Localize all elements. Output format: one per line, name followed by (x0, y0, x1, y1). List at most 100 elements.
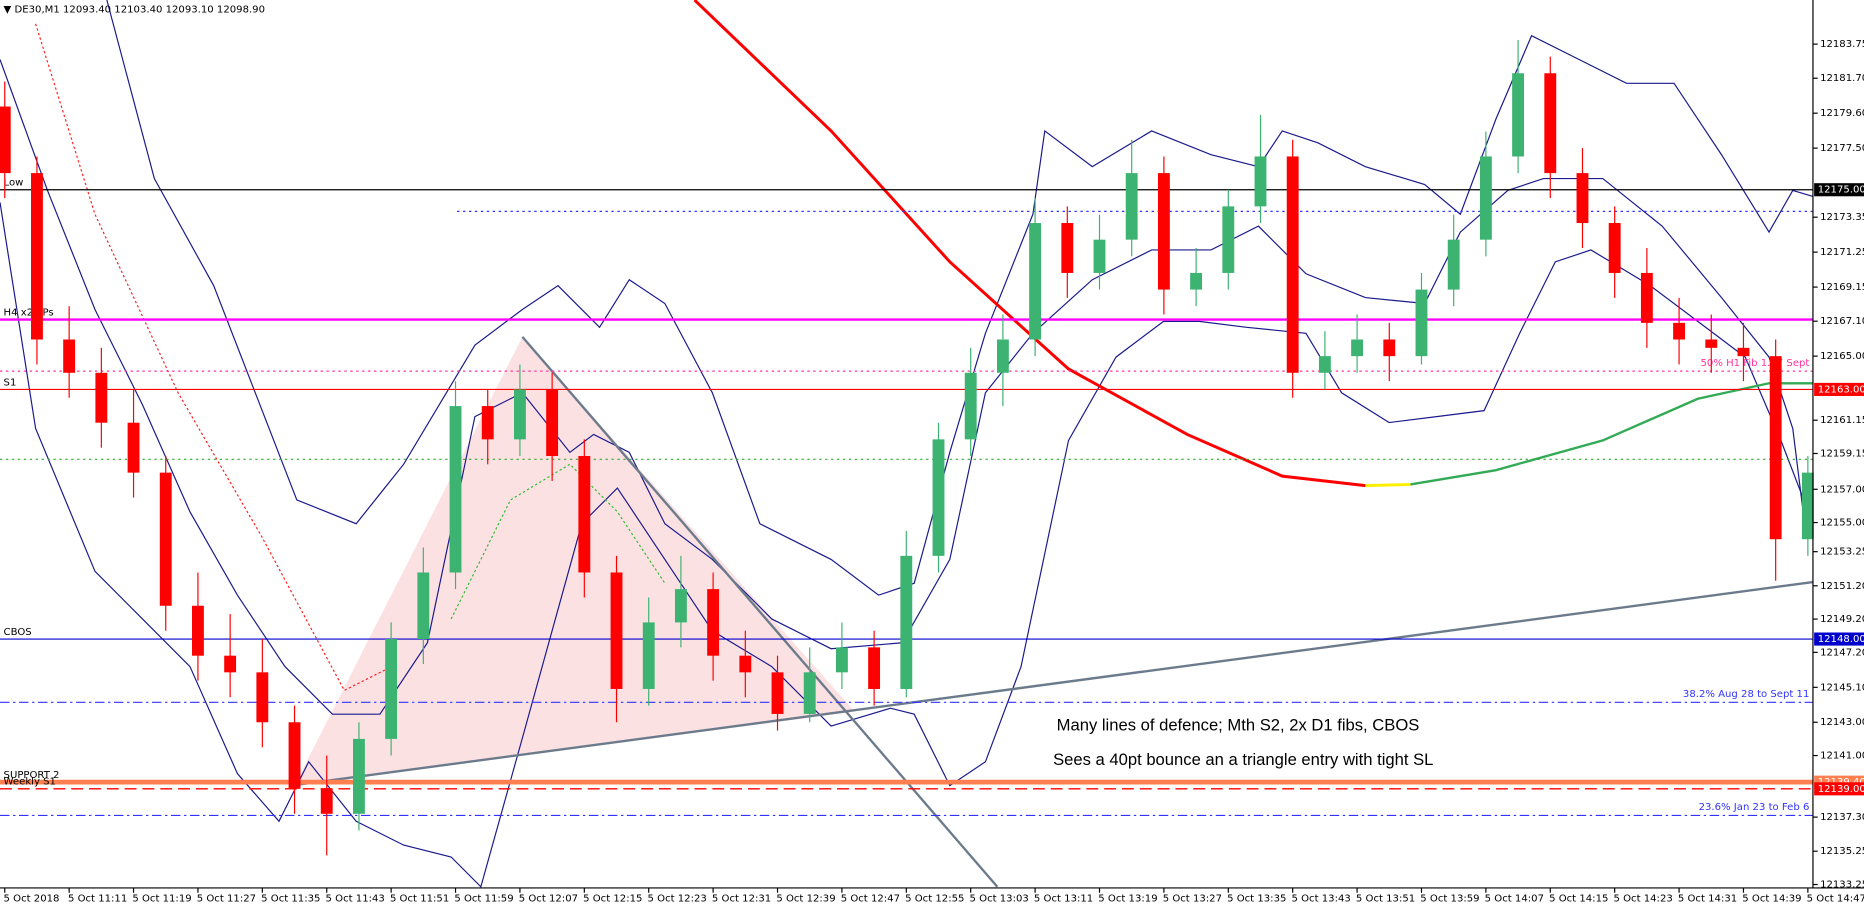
x-tick-label: 5 Oct 14:15 (1549, 894, 1608, 905)
candle-body (1544, 73, 1557, 174)
candle-body (1673, 322, 1686, 340)
x-tick-label: 5 Oct 13:59 (1420, 894, 1479, 905)
candle-body (1254, 156, 1267, 207)
candle-body (224, 655, 237, 673)
price-marker (1814, 632, 1864, 646)
annotation: Many lines of defence; Mth S2, 2x D1 fib… (1057, 715, 1420, 734)
level-label: S1 (4, 377, 17, 388)
candle-body (1415, 289, 1428, 357)
x-tick-label: 5 Oct 11:27 (197, 894, 256, 905)
x-tick-label: 5 Oct 11:59 (454, 894, 513, 905)
candle-body (835, 647, 848, 673)
triangle-zone (294, 336, 855, 786)
y-tick-label: 12183.75 (1820, 39, 1864, 50)
y-tick-label: 12167.10 (1820, 316, 1864, 327)
x-tick-label: 5 Oct 14:39 (1742, 894, 1801, 905)
x-tick-label: 5 Oct 13:35 (1227, 894, 1286, 905)
price-marker (1814, 782, 1864, 796)
y-tick-label: 12165.00 (1820, 351, 1864, 362)
price-marker-label: 12175.00 (1818, 185, 1864, 196)
candle-body (900, 555, 913, 689)
ma-red (693, 0, 1366, 488)
y-tick-label: 12147.20 (1820, 647, 1864, 658)
candle-body (1125, 173, 1138, 240)
x-tick-label: 5 Oct 13:19 (1098, 894, 1157, 905)
x-tick-label: 5 Oct 12:47 (841, 894, 900, 905)
level-label: 23.6% Jan 23 to Feb 6 (1699, 802, 1810, 813)
candle-body (1705, 339, 1718, 348)
candle-body (449, 406, 462, 573)
y-tick-label: 12135.25 (1820, 846, 1864, 857)
y-tick-label: 12173.35 (1820, 212, 1864, 223)
candle-body (320, 788, 333, 814)
y-tick-label: 12161.15 (1820, 415, 1864, 426)
candle-body (1479, 156, 1492, 240)
x-tick-label: 5 Oct 11:35 (261, 894, 320, 905)
x-tick-label: 5 Oct 12:07 (519, 894, 578, 905)
candle-body (546, 389, 559, 456)
y-tick-label: 12181.70 (1820, 73, 1864, 84)
candle-body (417, 572, 430, 640)
x-tick-label: 5 Oct 12:23 (648, 894, 707, 905)
candle-body (288, 722, 301, 789)
price-marker-label: 12148.00 (1818, 634, 1864, 645)
candle-body (1576, 173, 1589, 224)
y-tick-label: 12169.15 (1820, 282, 1864, 293)
x-tick-label: 5 Oct 12:31 (712, 894, 771, 905)
level-label: Weekly S1 (4, 777, 56, 788)
candle-body (1061, 223, 1074, 273)
candle-body (513, 389, 526, 440)
y-tick-label: 12149.20 (1820, 614, 1864, 625)
candle-body (771, 672, 784, 714)
x-tick-label: 5 Oct 13:43 (1292, 894, 1351, 905)
lower-band (0, 202, 1814, 888)
candle-body (642, 622, 655, 689)
x-tick-label: 5 Oct 14:23 (1613, 894, 1672, 905)
y-tick-label: 12159.15 (1820, 448, 1864, 459)
candle-body (0, 106, 11, 174)
y-tick-label: 12137.30 (1820, 812, 1864, 823)
y-tick-label: 12151.20 (1820, 581, 1864, 592)
candle-body (1447, 239, 1460, 290)
candle-body (1640, 272, 1653, 323)
candle-body (385, 639, 398, 739)
candle-body (63, 339, 76, 373)
x-tick-label: 5 Oct 12:15 (583, 894, 642, 905)
price-marker-label: 12163.00 (1818, 384, 1864, 395)
level-label: CBOS (4, 627, 32, 638)
y-tick-label: 12177.50 (1820, 143, 1864, 154)
y-tick-label: 12155.00 (1820, 518, 1864, 529)
y-tick-label: 12145.10 (1820, 682, 1864, 693)
y-tick-label: 12179.60 (1820, 108, 1864, 119)
x-tick-label: 5 Oct 13:03 (970, 894, 1029, 905)
descending-trendline (521, 336, 999, 888)
candle-body (1512, 73, 1525, 157)
candle-body (1157, 173, 1170, 290)
candle-body (868, 647, 881, 689)
candle-body (1608, 223, 1621, 273)
candle-body (739, 655, 752, 673)
x-tick-label: 5 Oct 14:07 (1485, 894, 1544, 905)
candles (0, 39, 1814, 856)
candle-body (1318, 356, 1331, 373)
x-tick-label: 5 Oct 13:11 (1034, 894, 1093, 905)
candle-body (1801, 472, 1814, 540)
y-tick-label: 12143.00 (1820, 717, 1864, 728)
x-tick-label: 5 Oct 11:19 (132, 894, 191, 905)
x-tick-label: 5 Oct 2018 (4, 894, 60, 905)
candle-body (1222, 206, 1235, 273)
x-tick-label: 5 Oct 13:27 (1163, 894, 1222, 905)
candle-body (95, 372, 108, 423)
candle-body (481, 406, 494, 440)
annotation: Sees a 40pt bounce an a triangle entry w… (1053, 750, 1433, 769)
candle-body (1029, 223, 1042, 340)
price-marker (1814, 382, 1864, 396)
candle-body (1286, 156, 1299, 373)
price-marker (1814, 183, 1864, 197)
x-tick-label: 5 Oct 11:51 (390, 894, 449, 905)
price-marker-label: 12139.00 (1818, 784, 1864, 795)
candle-body (1737, 347, 1750, 357)
candle-body (932, 439, 945, 556)
y-tick-label: 12133.25 (1820, 880, 1864, 891)
